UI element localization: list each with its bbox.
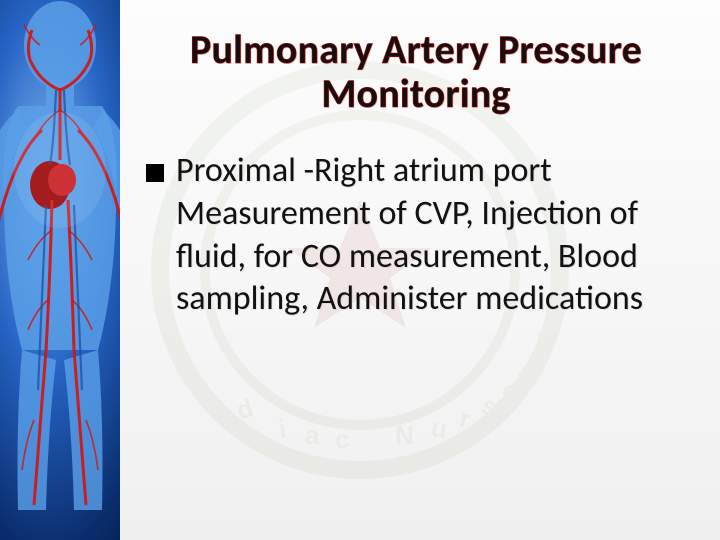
- slide: d i a c N u r s e s S o: [0, 0, 720, 540]
- bullet-item: Proximal -Right atrium port Measurement …: [142, 150, 690, 321]
- content-area: Pulmonary Artery Pressure Monitoring Pro…: [120, 0, 720, 540]
- slide-title: Pulmonary Artery Pressure Monitoring: [142, 28, 690, 116]
- side-anatomy-image: [0, 0, 120, 540]
- bullet-text: Proximal -Right atrium port Measurement …: [176, 150, 690, 321]
- bullet-marker-icon: [146, 164, 164, 182]
